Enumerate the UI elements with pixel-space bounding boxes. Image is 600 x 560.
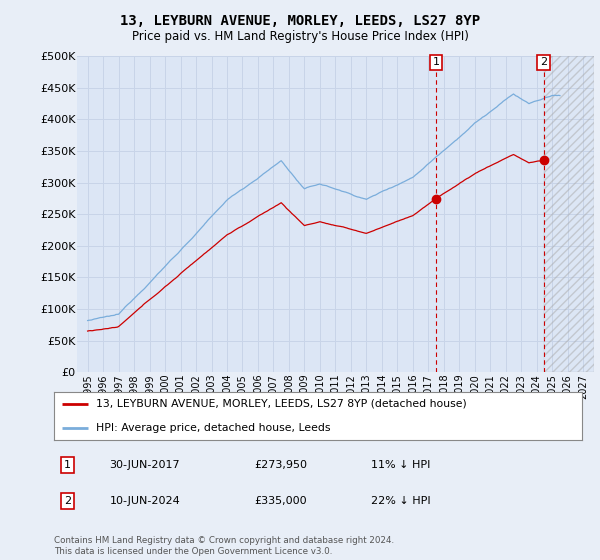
Text: £273,950: £273,950 [254,460,308,470]
Text: Contains HM Land Registry data © Crown copyright and database right 2024.
This d: Contains HM Land Registry data © Crown c… [54,536,394,556]
Text: HPI: Average price, detached house, Leeds: HPI: Average price, detached house, Leed… [96,423,331,433]
Text: 11% ↓ HPI: 11% ↓ HPI [371,460,430,470]
Text: 2: 2 [540,57,547,67]
Text: 13, LEYBURN AVENUE, MORLEY, LEEDS, LS27 8YP (detached house): 13, LEYBURN AVENUE, MORLEY, LEEDS, LS27 … [96,399,467,409]
Text: 2: 2 [64,496,71,506]
Text: 30-JUN-2017: 30-JUN-2017 [109,460,180,470]
Text: 22% ↓ HPI: 22% ↓ HPI [371,496,430,506]
Text: Price paid vs. HM Land Registry's House Price Index (HPI): Price paid vs. HM Land Registry's House … [131,30,469,43]
Text: £335,000: £335,000 [254,496,307,506]
Text: 13, LEYBURN AVENUE, MORLEY, LEEDS, LS27 8YP: 13, LEYBURN AVENUE, MORLEY, LEEDS, LS27 … [120,14,480,28]
Text: 10-JUN-2024: 10-JUN-2024 [109,496,180,506]
Text: 1: 1 [64,460,71,470]
Text: 1: 1 [433,57,440,67]
